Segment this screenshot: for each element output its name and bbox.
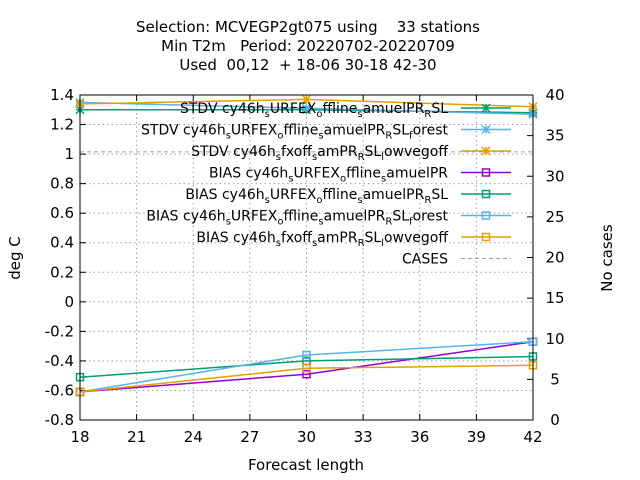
title-line: Min T2m Period: 20220702-20220709 bbox=[161, 37, 455, 55]
y2-tick-label: 40 bbox=[545, 86, 564, 104]
data-point bbox=[302, 350, 311, 360]
title-line: Selection: MCVEGP2gt075 using 33 station… bbox=[136, 18, 480, 36]
y-tick-label: -0.8 bbox=[45, 411, 74, 429]
legend-entry: STDV cy46hsURFEXofflinesamuelPRRSL bbox=[180, 101, 511, 120]
legend-label: STDV cy46hsURFEXofflinesamuelPRRSL bbox=[180, 101, 448, 120]
legend-entry: BIAS cy46hsURFEXofflinesamuelPR bbox=[209, 166, 511, 185]
series-line bbox=[79, 340, 534, 393]
legend-entry: STDV cy46hsfxoffsamPRRSLlowvegoff bbox=[191, 144, 511, 163]
y2-tick-label: 35 bbox=[545, 127, 564, 145]
x-tick-label: 30 bbox=[297, 428, 316, 446]
x-tick-label: 39 bbox=[467, 428, 486, 446]
data-point bbox=[301, 103, 312, 113]
x-tick-label: 27 bbox=[240, 428, 259, 446]
y-tick-label: 0.4 bbox=[50, 234, 74, 252]
x-tick-label: 24 bbox=[184, 428, 203, 446]
legend-label: BIAS cy46hsURFEXofflinesamuelPR bbox=[209, 166, 448, 185]
title-line: Used 00,12 + 18-06 30-18 42-30 bbox=[179, 56, 436, 74]
y2-tick-label: 25 bbox=[545, 208, 564, 226]
y-tick-label: 0.8 bbox=[50, 175, 74, 193]
x-tick-label: 33 bbox=[354, 428, 373, 446]
legend-entry: BIAS cy46hsURFEXofflinesamuelPRRSLforest bbox=[146, 209, 511, 228]
y2-tick-label: 0 bbox=[550, 411, 560, 429]
y-tick-label: 1.2 bbox=[50, 116, 74, 134]
x-tick-label: 42 bbox=[523, 428, 542, 446]
y2-tick-label: 20 bbox=[545, 249, 564, 267]
data-point bbox=[481, 146, 491, 156]
y-tick-label: -0.4 bbox=[45, 352, 74, 370]
legend-entry: CASES bbox=[402, 252, 511, 268]
series-line bbox=[79, 340, 534, 393]
data-point bbox=[481, 189, 491, 199]
y2-axis-ticks: 40 35 30 25 20 15 10 5 0 bbox=[527, 86, 565, 429]
y2-tick-label: 15 bbox=[545, 289, 564, 307]
legend-label: BIAS cy46hsURFEXofflinesamuelPRRSL bbox=[185, 187, 448, 206]
data-point bbox=[481, 103, 491, 113]
chart-title: Selection: MCVEGP2gt075 using 33 station… bbox=[136, 18, 480, 74]
y-tick-label: 1 bbox=[64, 145, 74, 163]
data-point bbox=[301, 94, 312, 104]
data-point bbox=[481, 211, 491, 220]
plot-frame bbox=[79, 94, 534, 421]
x-axis-ticks: 18 21 24 27 30 33 36 39 42 bbox=[70, 95, 543, 446]
y2-tick-label: 30 bbox=[545, 167, 564, 185]
data-point bbox=[481, 168, 491, 177]
y2-axis-label: No cases bbox=[598, 224, 616, 292]
y-axis-ticks: 1.4 1.2 1 0.8 0.6 0.4 0.2 0 -0.2 -0.4 -0.6 -0.8 bbox=[45, 86, 86, 429]
legend-entry: BIAS cy46hsfxoffsamPRRSLlowvegoff bbox=[196, 230, 511, 249]
legend-entry: STDV cy46hsURFEXofflinesamuelPRRSLforest bbox=[141, 123, 511, 142]
series-line bbox=[79, 364, 534, 393]
legend-label: BIAS cy46hsURFEXofflinesamuelPRRSLforest bbox=[146, 209, 448, 228]
data-point bbox=[302, 364, 311, 373]
y-tick-label: -0.2 bbox=[45, 322, 74, 340]
legend-entry: BIAS cy46hsURFEXofflinesamuelPRRSL bbox=[185, 187, 511, 206]
legend-label: STDV cy46hsURFEXofflinesamuelPRRSLforest bbox=[141, 123, 448, 142]
x-tick-label: 21 bbox=[127, 428, 146, 446]
x-tick-label: 18 bbox=[70, 428, 89, 446]
y-tick-label: 0 bbox=[64, 293, 74, 311]
y-tick-label: 1.4 bbox=[50, 86, 74, 104]
y-tick-label: -0.6 bbox=[45, 381, 74, 399]
series-line bbox=[79, 355, 534, 378]
y2-tick-label: 10 bbox=[545, 330, 564, 348]
x-axis-label: Forecast length bbox=[248, 456, 364, 474]
x-tick-label: 36 bbox=[410, 428, 429, 446]
legend-label: CASES bbox=[402, 252, 448, 268]
y-axis-label: deg C bbox=[6, 236, 24, 280]
data-point bbox=[302, 369, 311, 379]
y-tick-label: 0.2 bbox=[50, 263, 74, 281]
y2-tick-label: 5 bbox=[550, 370, 560, 388]
legend-label: BIAS cy46hsfxoffsamPRRSLlowvegoff bbox=[196, 230, 448, 249]
y-tick-label: 0.6 bbox=[50, 204, 74, 222]
legend-label: STDV cy46hsfxoffsamPRRSLlowvegoff bbox=[191, 144, 448, 163]
legend: STDV cy46hsURFEXofflinesamuelPRRSL STDV c… bbox=[141, 101, 511, 268]
data-point bbox=[481, 124, 491, 135]
data-point bbox=[481, 232, 491, 242]
